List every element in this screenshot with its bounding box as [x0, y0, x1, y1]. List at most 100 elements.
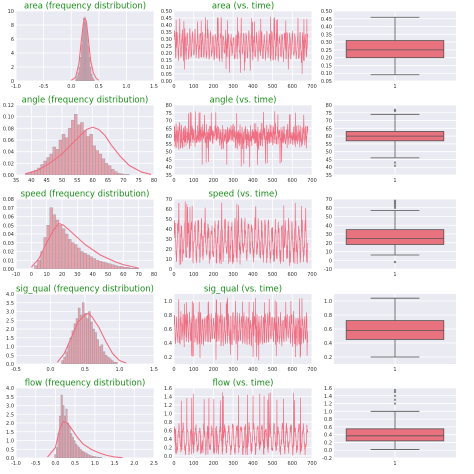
y-tick-label: 0.8: [324, 313, 332, 319]
x-tick-label: 1.0: [122, 84, 130, 90]
y-tick-label: 2.5: [6, 412, 14, 418]
box-outlier: [393, 388, 397, 392]
histogram-bar: [62, 405, 65, 458]
x-tick-label: 500: [268, 84, 278, 90]
histogram-bar: [77, 307, 81, 364]
histogram-bar: [69, 337, 73, 364]
histogram-bar: [78, 447, 81, 458]
y-tick-label: 0.2: [324, 355, 332, 361]
histogram-bar: [120, 266, 124, 269]
histogram-bar: [95, 260, 99, 269]
y-tick-label: 70: [166, 197, 172, 203]
histogram-bar: [93, 79, 95, 81]
x-tick-label: 80: [151, 272, 157, 278]
y-tick-label: 35: [326, 173, 332, 179]
histogram-bar: [87, 454, 90, 458]
y-tick-label: 40: [166, 165, 172, 171]
histogram-bar: [70, 433, 73, 458]
y-tick-label: 0.6: [164, 327, 172, 333]
x-tick-label: 55: [74, 178, 80, 184]
y-tick-label: 0.0: [164, 454, 172, 460]
y-tick-label: 1.0: [6, 345, 14, 351]
x-tick-label: 700: [307, 84, 317, 90]
x-tick-label: 1.5: [150, 367, 158, 373]
histogram-bar: [71, 436, 74, 458]
histogram-bar: [86, 318, 89, 364]
histogram-bar: [80, 122, 84, 175]
y-tick-label: 0.4: [324, 433, 332, 439]
y-tick-label: 0.08: [3, 126, 14, 132]
histogram-bar: [95, 150, 99, 175]
histogram-bar: [74, 244, 78, 269]
x-tick-label: 0: [172, 272, 175, 278]
y-tick-label: 1.0: [164, 299, 172, 305]
kde-line: [47, 420, 123, 458]
histogram-bar: [89, 256, 93, 269]
histogram-bar: [61, 228, 66, 269]
histogram-bar: [61, 133, 66, 175]
histogram-bar: [100, 344, 104, 364]
histogram-bar: [92, 77, 94, 81]
histogram-bar: [77, 247, 81, 269]
y-tick-label: 0.2: [324, 440, 332, 446]
box-outlier: [393, 398, 397, 401]
y-tick-label: 0.0: [324, 448, 332, 454]
x-tick-label: 600: [288, 461, 298, 467]
box-outlier: [393, 390, 397, 394]
y-tick-label: 35: [166, 173, 172, 179]
x-tick-label: 600: [288, 272, 298, 278]
y-tick-label: 0.8: [164, 420, 172, 426]
y-tick-label: 0.4: [324, 341, 332, 347]
y-tick-label: 40: [166, 227, 172, 233]
y-tick-label: 30: [326, 232, 332, 238]
histogram-bar: [82, 302, 85, 364]
plot-marks: [70, 16, 100, 81]
x-tick-label: 700: [307, 461, 317, 467]
x-tick-label: 400: [248, 367, 258, 373]
x-tick-label: 200: [209, 178, 219, 184]
y-tick-label: 50: [326, 215, 332, 221]
y-tick-label: 60: [326, 134, 332, 140]
y-tick-label: 4.0: [6, 386, 14, 392]
histogram-bar: [74, 443, 77, 458]
x-tick-label: -0.5: [39, 84, 49, 90]
y-tick-label: 0.30: [321, 40, 332, 46]
x-tick-label: 1.0: [91, 461, 99, 467]
panel-flow-histogram: 0.0 0.5 1.0 1.5 2.0 2.5 3.0 3.5 4.0 -1.0 -0.5 0.0 0.…: [6, 379, 158, 468]
histogram-bar: [49, 207, 53, 269]
histogram-bar: [115, 362, 118, 364]
histogram-bar: [82, 451, 85, 458]
y-tick-label: 55: [166, 142, 172, 148]
y-tick-label: 70: [166, 119, 172, 125]
y-tick-label: 10: [166, 257, 172, 263]
chart-title: angle (frequency distribution): [22, 96, 149, 106]
histogram-bar: [55, 219, 60, 269]
y-tick-label: 3.5: [6, 301, 14, 307]
x-tick-label: 500: [268, 272, 278, 278]
y-tick-label: 40: [326, 165, 332, 171]
histogram-bar: [76, 445, 79, 458]
y-tick-label: 1.6: [324, 386, 332, 392]
kde-line: [30, 222, 139, 269]
x-tick-label: 500: [268, 178, 278, 184]
x-tick-label: 20: [59, 272, 65, 278]
y-tick-label: 0.10: [321, 71, 332, 77]
plot-marks: [174, 392, 309, 456]
y-tick-label: 0.8: [324, 417, 332, 423]
histogram-bar: [113, 362, 116, 364]
chart-title: flow (frequency distribution): [25, 379, 146, 389]
histogram-bar: [96, 339, 99, 364]
histogram-bar: [84, 452, 87, 458]
box-outlier: [393, 164, 397, 167]
histogram-bar: [86, 254, 90, 269]
y-tick-label: 0.50: [161, 9, 172, 15]
x-tick-label: 40: [28, 178, 34, 184]
histogram-bar: [34, 265, 38, 269]
x-tick-label: 80: [151, 178, 157, 184]
histogram-bar: [83, 130, 87, 175]
histogram-bar: [46, 225, 50, 269]
y-tick-label: 2.0: [6, 421, 14, 427]
x-tick-label: 600: [288, 367, 298, 373]
